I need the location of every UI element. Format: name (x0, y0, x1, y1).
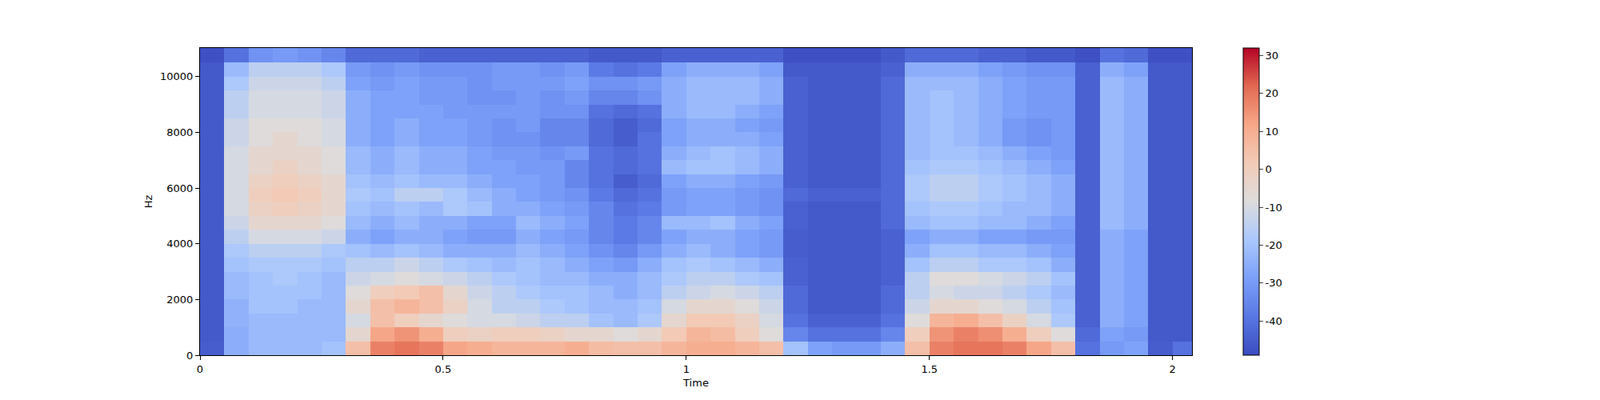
svg-text:0.5: 0.5 (435, 363, 452, 376)
svg-text:Time: Time (682, 376, 709, 389)
svg-text:1.5: 1.5 (920, 363, 938, 376)
svg-text:-40: -40 (1265, 315, 1283, 328)
svg-text:2000: 2000 (166, 293, 193, 306)
svg-text:0: 0 (196, 363, 204, 376)
svg-text:4000: 4000 (166, 237, 193, 250)
svg-text:0: 0 (186, 349, 193, 362)
svg-text:20: 20 (1265, 87, 1280, 100)
svg-text:1: 1 (683, 363, 690, 376)
svg-text:8000: 8000 (166, 126, 193, 139)
svg-text:Hz: Hz (142, 195, 155, 209)
svg-text:6000: 6000 (166, 182, 193, 195)
svg-text:30: 30 (1265, 49, 1280, 62)
svg-text:10000: 10000 (160, 70, 193, 83)
svg-text:-10: -10 (1265, 201, 1283, 214)
svg-text:-30: -30 (1265, 276, 1283, 289)
svg-text:-20: -20 (1265, 239, 1283, 252)
svg-text:0: 0 (1265, 163, 1272, 176)
svg-text:2: 2 (1169, 363, 1176, 376)
svg-text:10: 10 (1265, 125, 1280, 138)
